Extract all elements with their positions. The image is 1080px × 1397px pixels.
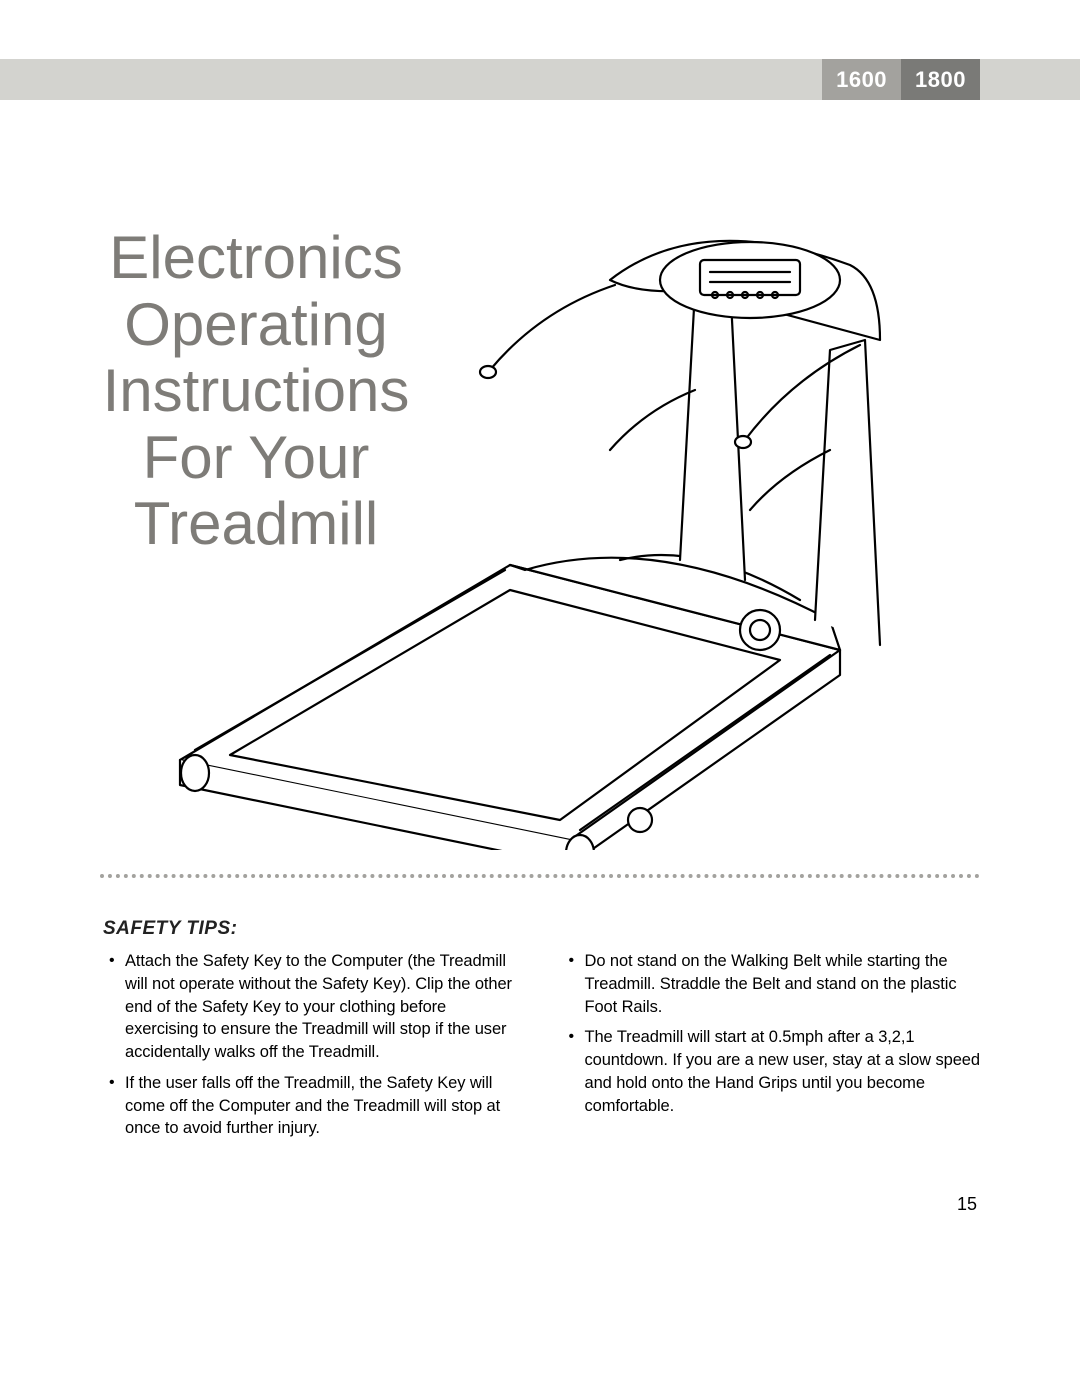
page-number: 15 <box>957 1194 977 1215</box>
safety-tips-col-left: Attach the Safety Key to the Computer (t… <box>103 950 521 1148</box>
safety-tips-heading: SAFETY TIPS: <box>103 918 237 940</box>
safety-tip-item: Attach the Safety Key to the Computer (t… <box>103 950 521 1064</box>
model-badge-1600: 1600 <box>822 59 901 100</box>
dotted-divider <box>100 874 980 878</box>
safety-tips-columns: Attach the Safety Key to the Computer (t… <box>103 950 980 1148</box>
model-label: 1800 <box>915 67 966 93</box>
treadmill-illustration <box>140 200 960 850</box>
safety-tip-item: The Treadmill will start at 0.5mph after… <box>563 1026 981 1117</box>
model-label: 1600 <box>836 67 887 93</box>
manual-page: 1600 1800 Electronics Operating Instruct… <box>0 0 1080 1397</box>
header-bar: 1600 1800 <box>0 59 1080 100</box>
safety-tips-col-right: Do not stand on the Walking Belt while s… <box>563 950 981 1148</box>
model-badge-1800: 1800 <box>901 59 980 100</box>
safety-tip-item: If the user falls off the Treadmill, the… <box>103 1072 521 1140</box>
safety-tip-item: Do not stand on the Walking Belt while s… <box>563 950 981 1018</box>
